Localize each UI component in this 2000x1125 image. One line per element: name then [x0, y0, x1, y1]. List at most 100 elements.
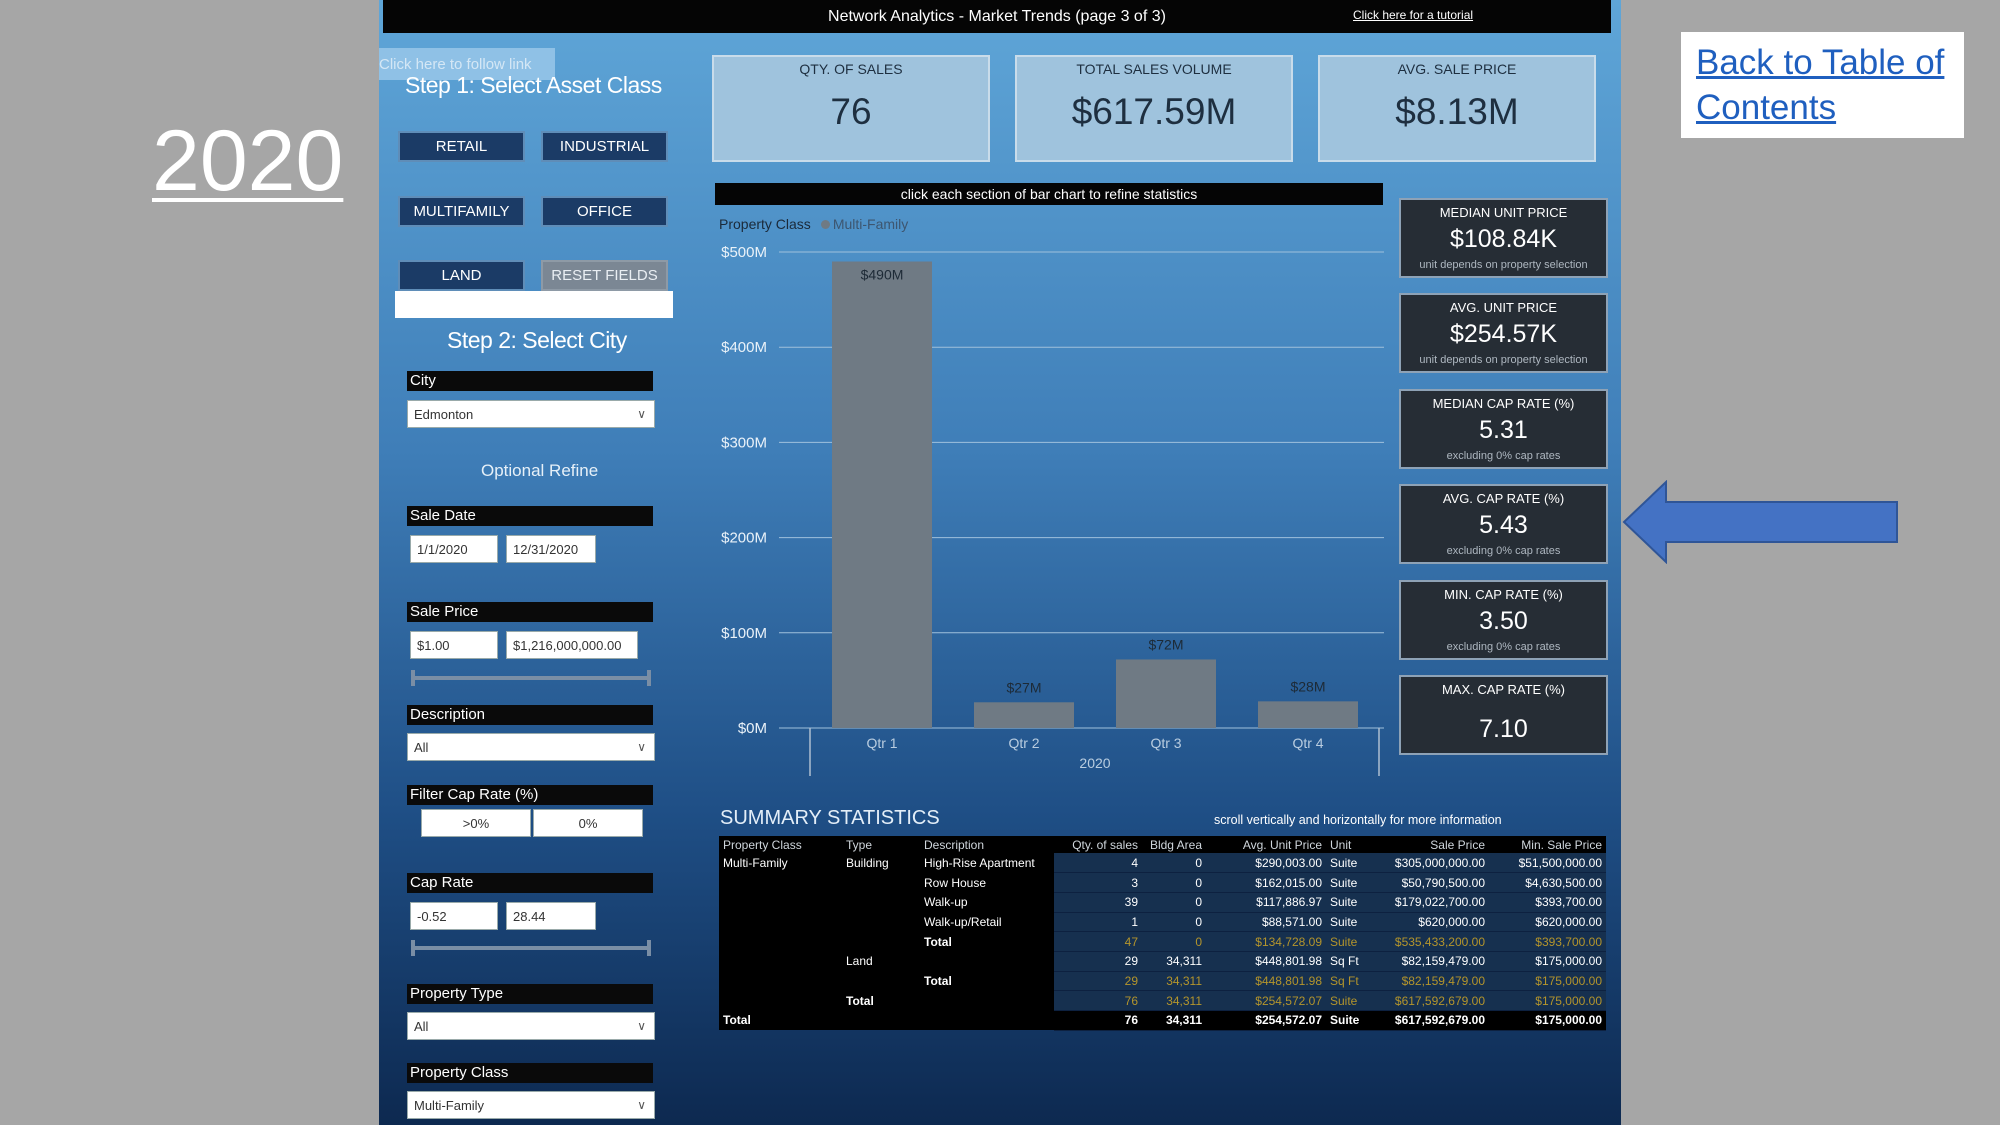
table-cell: Land — [842, 951, 920, 972]
table-cell: $82,159,479.00 — [1374, 971, 1489, 992]
slide-year-title: 2020 — [152, 113, 344, 209]
table-cell: 76 — [1054, 990, 1142, 1011]
property-class-dropdown[interactable]: Multi-Family ∨ — [407, 1091, 655, 1119]
description-dropdown[interactable]: All ∨ — [407, 733, 655, 761]
table-cell: $4,630,500.00 — [1489, 872, 1606, 893]
dashboard: Network Analytics - Market Trends (page … — [379, 0, 1621, 1125]
stat-value: 5.31 — [1479, 416, 1528, 444]
bar-chart[interactable]: $0M $100M $200M $300M $400M $500M $490M Qtr 1 $2… — [709, 238, 1389, 778]
sale-price-slider[interactable] — [411, 670, 651, 686]
summary-title: SUMMARY STATISTICS — [720, 807, 940, 829]
table-cell: $535,433,200.00 — [1374, 931, 1489, 952]
tutorial-link[interactable]: Click here for a tutorial — [1353, 8, 1474, 22]
x-tick-label: Qtr 4 — [1292, 735, 1323, 751]
stat-tile: MEDIAN CAP RATE (%) 5.31 excluding 0% cap … — [1399, 389, 1608, 469]
column-header[interactable]: Avg. Unit Price — [1206, 836, 1326, 853]
table-cell — [842, 971, 920, 991]
table-cell: 1 — [1054, 912, 1142, 933]
back-to-toc-link[interactable]: Back to Table of Contents — [1696, 43, 1945, 127]
table-cell: $393,700.00 — [1489, 931, 1606, 952]
table-cell — [842, 872, 920, 893]
table-cell: 76 — [1054, 1010, 1142, 1031]
city-label: City — [407, 371, 653, 391]
summary-hint: scroll vertically and horizontally for m… — [1214, 813, 1502, 827]
table-cell — [719, 931, 842, 952]
sale-price-max-input[interactable]: $1,216,000,000.00 — [506, 631, 638, 659]
table-cell: $620,000.00 — [1374, 912, 1489, 933]
column-header[interactable]: Unit — [1326, 836, 1374, 853]
bar-data-label: $27M — [1006, 679, 1041, 695]
qty-sales-title: QTY. OF SALES — [799, 61, 903, 77]
office-button[interactable]: OFFICE — [541, 196, 668, 227]
land-button[interactable]: LAND — [398, 260, 525, 291]
industrial-button[interactable]: INDUSTRIAL — [541, 131, 668, 162]
cap-rate-min-input[interactable]: -0.52 — [410, 902, 498, 930]
property-class-label: Property Class — [407, 1063, 653, 1083]
retail-button[interactable]: RETAIL — [398, 131, 525, 162]
summary-table-scroll[interactable]: Property Class Type Description Qty. of sal… — [719, 836, 1606, 1036]
sale-date-from-input[interactable]: 1/1/2020 — [410, 535, 498, 563]
table-cell: Suite — [1326, 853, 1374, 874]
table-cell: $88,571.00 — [1206, 912, 1326, 933]
table-cell: 34,311 — [1142, 951, 1206, 972]
table-cell: $82,159,479.00 — [1374, 951, 1489, 972]
column-header[interactable]: Min. Sale Price — [1489, 836, 1606, 853]
table-row: Multi-Family Building High-Rise Apartment 4… — [719, 853, 1606, 874]
table-cell — [842, 912, 920, 932]
table-cell: $254,572.07 — [1206, 1010, 1326, 1031]
chevron-down-icon: ∨ — [637, 740, 646, 754]
table-cell: Suite — [1326, 892, 1374, 913]
header-bar: Network Analytics - Market Trends (page … — [383, 0, 1611, 33]
cap-filter-zero-option[interactable]: 0% — [533, 809, 643, 837]
bar-data-label: $490M — [861, 267, 904, 283]
stat-tile: MEDIAN UNIT PRICE $108.84K unit depends on… — [1399, 198, 1608, 278]
follow-link[interactable]: Click here to follow link — [379, 48, 555, 80]
bar-qtr-4[interactable] — [1258, 701, 1358, 728]
table-row: Walk-up/Retail 1 0 $88,571.00 Suite $620,000.… — [719, 912, 1606, 933]
y-tick-label: $300M — [721, 434, 767, 451]
table-cell: Row House — [920, 872, 1054, 893]
chart-hint-bar: click each section of bar chart to refin… — [715, 183, 1383, 205]
column-header[interactable]: Property Class — [719, 836, 842, 853]
stat-value: $254.57K — [1449, 320, 1558, 348]
bar-qtr-2[interactable] — [974, 702, 1074, 728]
bar-qtr-3[interactable] — [1116, 659, 1216, 728]
column-header[interactable]: Description — [920, 836, 1054, 853]
property-class-value: Multi-Family — [414, 1098, 485, 1113]
table-cell: $448,801.98 — [1206, 951, 1326, 972]
column-header[interactable]: Type — [842, 836, 920, 853]
table-row: Total 76 34,311 $254,572.07 Suite $617,592,67… — [719, 990, 1606, 1011]
sale-price-min-input[interactable]: $1.00 — [410, 631, 498, 659]
table-cell: $51,500,000.00 — [1489, 853, 1606, 874]
avg-sale-price-card: AVG. SALE PRICE $8.13M — [1318, 55, 1596, 162]
y-tick-label: $200M — [721, 530, 767, 547]
table-cell: 34,311 — [1142, 990, 1206, 1011]
table-cell: Total — [920, 931, 1054, 952]
column-header[interactable]: Qty. of sales — [1054, 836, 1142, 853]
table-cell — [719, 912, 842, 932]
stat-value: 7.10 — [1479, 715, 1528, 743]
total-volume-card: TOTAL SALES VOLUME $617.59M — [1015, 55, 1293, 162]
cap-filter-nonzero-option[interactable]: >0% — [421, 809, 531, 837]
cap-rate-slider[interactable] — [411, 940, 651, 956]
city-dropdown[interactable]: Edmonton ∨ — [407, 400, 655, 428]
table-cell: Multi-Family — [719, 853, 842, 873]
stat-value: 5.43 — [1479, 511, 1528, 539]
reset-fields-button[interactable]: RESET FIELDS — [541, 260, 668, 291]
property-type-dropdown[interactable]: All ∨ — [407, 1012, 655, 1040]
table-cell: $179,022,700.00 — [1374, 892, 1489, 913]
cap-rate-max-input[interactable]: 28.44 — [506, 902, 596, 930]
table-cell — [842, 1010, 920, 1031]
chart-legend: Property Class Multi-Family — [719, 216, 908, 232]
column-header[interactable]: Sale Price — [1374, 836, 1489, 853]
table-cell: 0 — [1142, 892, 1206, 913]
table-cell — [719, 872, 842, 893]
stat-note: unit depends on property selection — [1419, 354, 1588, 366]
column-header[interactable]: Bldg Area — [1142, 836, 1206, 853]
bar-qtr-1[interactable] — [832, 261, 932, 728]
table-cell — [842, 931, 920, 952]
table-row: Land 29 34,311 $448,801.98 Sq Ft $82,159,479.… — [719, 951, 1606, 972]
stat-value: $108.84K — [1449, 225, 1558, 253]
multifamily-button[interactable]: MULTIFAMILY — [398, 196, 525, 227]
sale-date-to-input[interactable]: 12/31/2020 — [506, 535, 596, 563]
